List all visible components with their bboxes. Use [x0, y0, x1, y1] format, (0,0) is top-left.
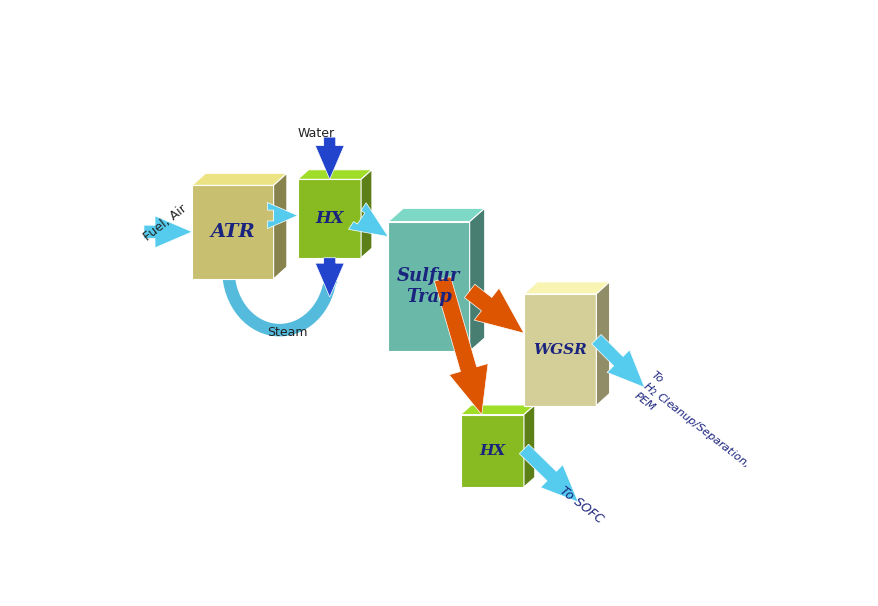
- Polygon shape: [298, 179, 361, 258]
- FancyArrow shape: [464, 284, 523, 333]
- Polygon shape: [388, 222, 469, 351]
- Text: To SOFC: To SOFC: [557, 484, 605, 526]
- Text: Water: Water: [298, 127, 335, 140]
- Polygon shape: [298, 170, 371, 179]
- Polygon shape: [523, 405, 534, 487]
- Polygon shape: [460, 405, 534, 415]
- FancyArrow shape: [519, 444, 578, 502]
- Text: ATR: ATR: [211, 223, 255, 241]
- Polygon shape: [523, 282, 609, 294]
- Text: Sulfur
Trap: Sulfur Trap: [397, 267, 460, 306]
- Text: WGSR: WGSR: [533, 343, 587, 357]
- Text: To
$H_2$ Cleanup/Separation,
PEM: To $H_2$ Cleanup/Separation, PEM: [632, 369, 759, 480]
- FancyArrow shape: [315, 258, 344, 297]
- Polygon shape: [273, 173, 286, 279]
- FancyArrow shape: [267, 202, 298, 228]
- Polygon shape: [192, 173, 286, 185]
- FancyArrow shape: [434, 276, 487, 415]
- FancyArrow shape: [348, 203, 388, 237]
- FancyArrow shape: [591, 335, 644, 387]
- Polygon shape: [361, 170, 371, 258]
- FancyArrow shape: [315, 137, 344, 179]
- Text: HX: HX: [479, 444, 505, 458]
- Text: Fuel, Air: Fuel, Air: [140, 202, 189, 244]
- Text: Steam: Steam: [267, 326, 307, 339]
- Polygon shape: [523, 294, 595, 405]
- Polygon shape: [595, 282, 609, 405]
- Polygon shape: [192, 185, 273, 279]
- Text: HX: HX: [314, 210, 343, 227]
- Polygon shape: [388, 208, 484, 222]
- FancyArrow shape: [221, 250, 235, 267]
- Polygon shape: [460, 415, 523, 487]
- FancyArrow shape: [144, 216, 192, 248]
- Polygon shape: [469, 208, 484, 351]
- FancyArrow shape: [323, 267, 338, 288]
